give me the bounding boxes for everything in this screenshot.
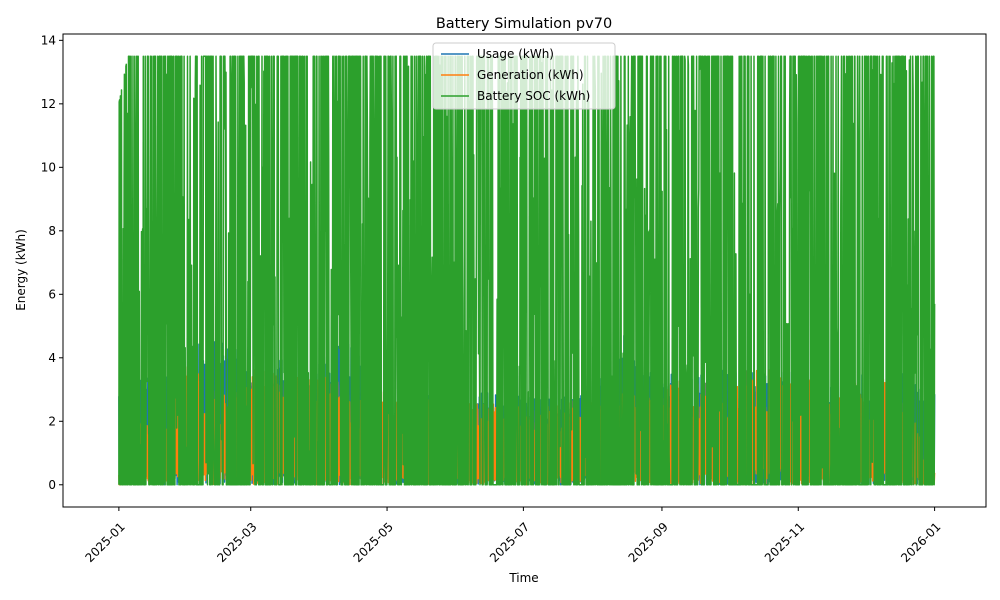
y-axis: 0 2 4 6 8 10 12 14 [41, 33, 63, 492]
y-tick-label: 12 [41, 97, 56, 111]
legend: Usage (kWh) Generation (kWh) Battery SOC (… [432, 42, 616, 110]
legend-label: Usage (kWh) [477, 47, 554, 61]
legend-label: Battery SOC (kWh) [477, 89, 590, 103]
y-tick-label: 8 [48, 224, 56, 238]
y-tick-label: 0 [48, 478, 56, 492]
series-layer [118, 55, 936, 486]
y-tick-label: 6 [48, 287, 56, 301]
y-tick-label: 4 [48, 351, 56, 365]
y-axis-title: Energy (kWh) [14, 229, 28, 311]
x-axis-title: Time [508, 571, 538, 585]
series-line-battery-soc-kwh [118, 55, 936, 486]
y-tick-label: 10 [41, 160, 56, 174]
plot-frame [62, 33, 987, 508]
y-tick-label: 2 [48, 414, 56, 428]
legend-label: Generation (kWh) [477, 68, 584, 82]
y-tick-label: 14 [41, 33, 56, 47]
chart-title: Battery Simulation pv70 [436, 16, 612, 32]
legend-box [432, 42, 616, 110]
